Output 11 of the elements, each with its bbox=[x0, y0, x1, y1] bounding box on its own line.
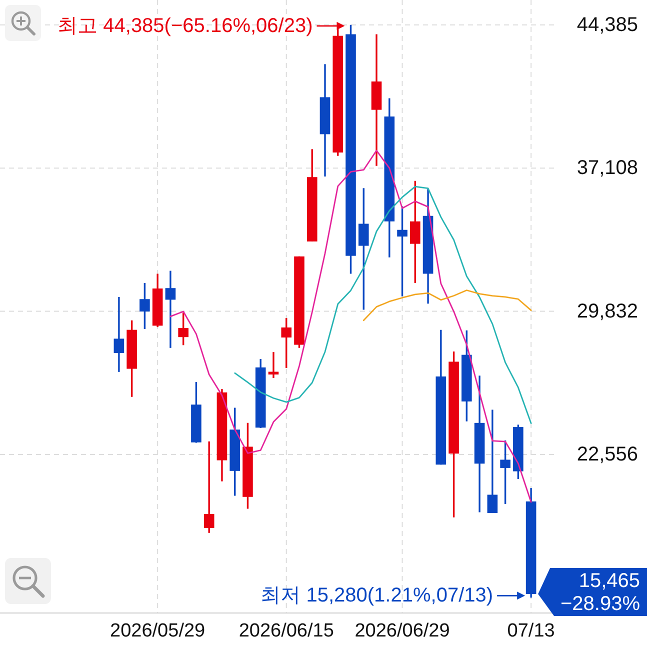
x-tick-label: 2026/06/15 bbox=[238, 620, 334, 642]
y-tick-label: 29,832 bbox=[576, 300, 638, 322]
y-tick-label: 37,108 bbox=[576, 157, 638, 180]
x-tick-label: 07/13 bbox=[507, 620, 555, 642]
annotation: 최고 44,385(−65.16%,06/23) bbox=[58, 14, 313, 37]
y-tick-label: 44,385 bbox=[576, 14, 638, 36]
x-tick-label: 2026/05/29 bbox=[110, 620, 206, 642]
annotation: 최저 15,280(1.21%,07/13) bbox=[260, 584, 494, 607]
x-tick-label: 2026/06/29 bbox=[354, 620, 450, 642]
y-tick-label: 22,556 bbox=[576, 443, 638, 466]
text: 15,465 −28.93% bbox=[560, 570, 640, 616]
